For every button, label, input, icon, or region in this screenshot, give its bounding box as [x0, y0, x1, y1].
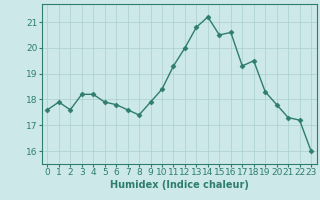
- X-axis label: Humidex (Indice chaleur): Humidex (Indice chaleur): [110, 180, 249, 190]
